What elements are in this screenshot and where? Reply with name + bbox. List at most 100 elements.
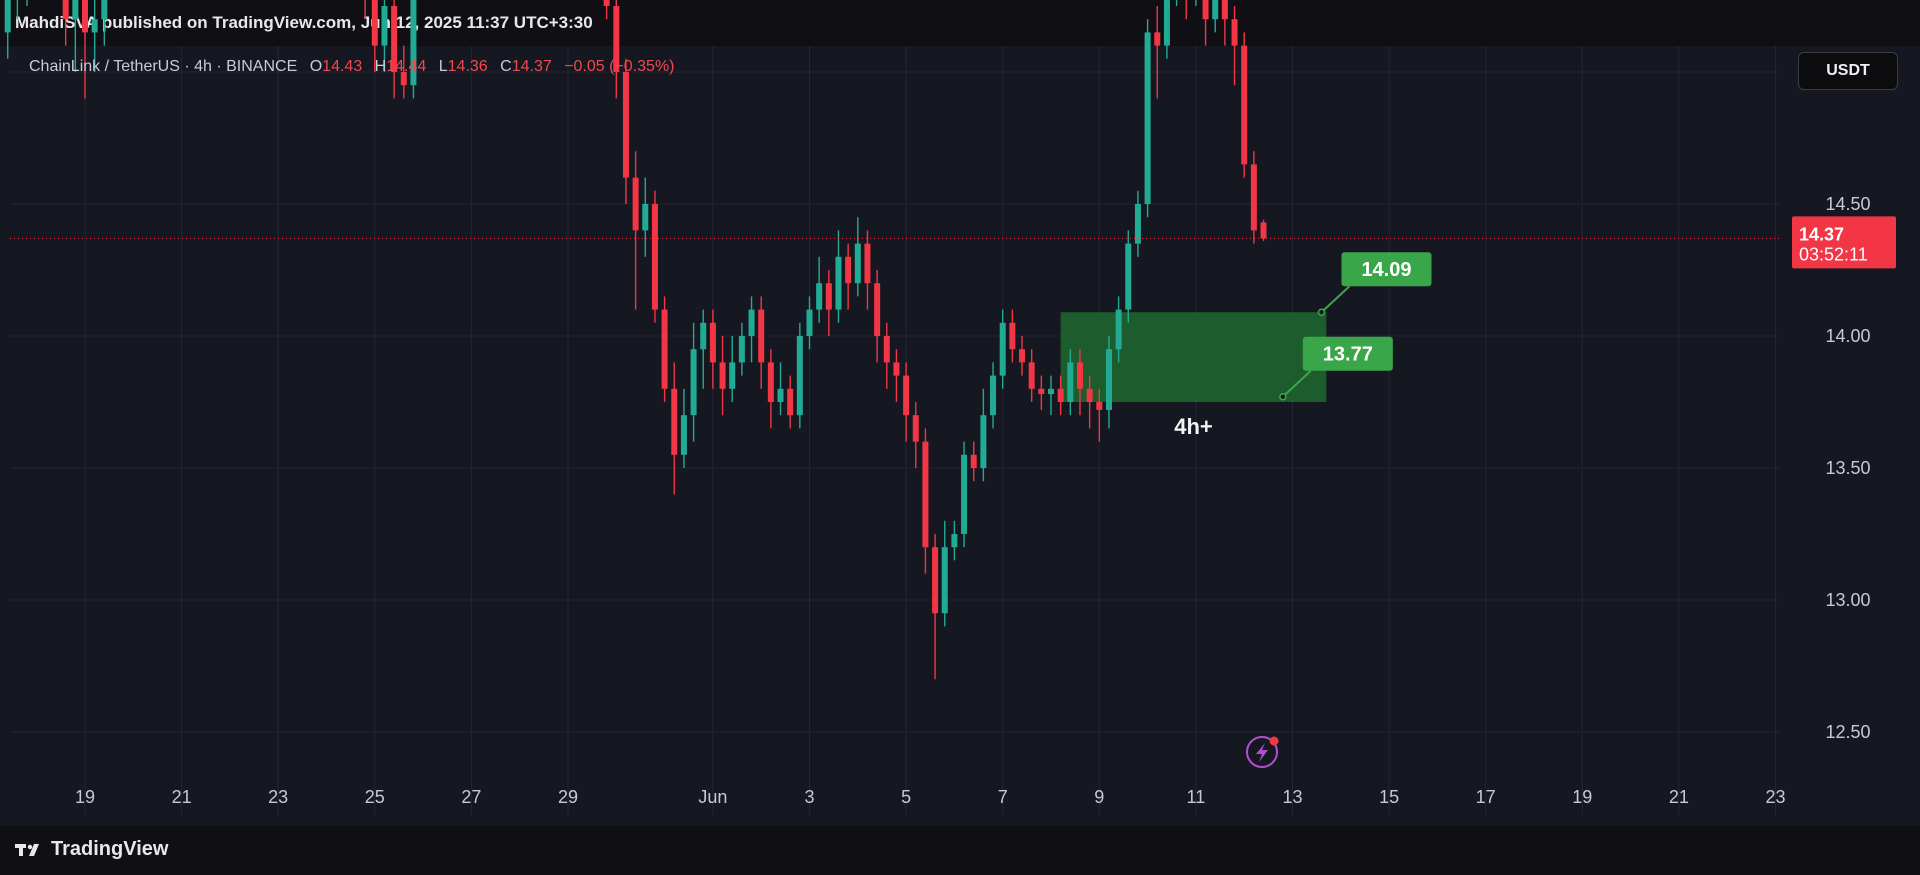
candle-down[interactable] (864, 243, 871, 284)
candle-down[interactable] (1241, 45, 1248, 165)
badge-anchor-point[interactable] (1279, 392, 1287, 401)
candle-up[interactable] (729, 362, 736, 389)
candle-down[interactable] (1096, 402, 1103, 410)
x-axis-tick-label: 25 (365, 787, 385, 807)
price-badge[interactable] (1341, 252, 1432, 287)
candle-down[interactable] (62, 0, 69, 20)
candle-down[interactable] (622, 72, 629, 178)
low-value: 14.36 (447, 58, 488, 75)
candle-down[interactable] (1028, 362, 1035, 389)
candle-up[interactable] (690, 349, 697, 416)
candle-down[interactable] (1086, 388, 1093, 402)
badge-leader-line (1282, 369, 1312, 398)
candle-down[interactable] (1250, 164, 1257, 231)
candle-up[interactable] (1105, 349, 1112, 410)
candle-down[interactable] (709, 322, 716, 363)
candle-up[interactable] (980, 415, 987, 468)
candle-down[interactable] (1231, 19, 1238, 46)
currency-button[interactable]: USDT (1798, 52, 1898, 90)
candle-down[interactable] (1057, 388, 1064, 402)
candle-down[interactable] (661, 309, 668, 389)
candle-down[interactable] (1019, 349, 1026, 363)
candle-down[interactable] (651, 204, 658, 310)
candle-down[interactable] (1038, 388, 1045, 395)
symbol-name[interactable]: ChainLink / TetherUS · 4h · BINANCE (29, 58, 298, 75)
price-badge[interactable] (1302, 336, 1393, 371)
candle-up[interactable] (1163, 0, 1170, 46)
x-axis-tick-label: 5 (901, 787, 911, 807)
y-axis-tick-label: 13.50 (1825, 458, 1870, 478)
candle-up[interactable] (680, 415, 687, 455)
candle-up[interactable] (1125, 243, 1132, 310)
candle-down[interactable] (400, 72, 407, 86)
candle-up[interactable] (941, 547, 948, 614)
candle-down[interactable] (632, 177, 639, 231)
candle-down[interactable] (893, 362, 900, 376)
candle-down[interactable] (1202, 0, 1209, 20)
candle-up[interactable] (777, 388, 784, 402)
candle-up[interactable] (1144, 32, 1151, 205)
candle-up[interactable] (700, 322, 707, 350)
candle-up[interactable] (101, 0, 108, 20)
support-zone[interactable] (1060, 312, 1327, 402)
candle-up[interactable] (999, 322, 1006, 376)
candle-up[interactable] (738, 336, 745, 363)
candle-down[interactable] (932, 547, 939, 614)
candle-down[interactable] (1260, 222, 1267, 239)
candle-up[interactable] (1212, 0, 1219, 20)
candle-down[interactable] (371, 0, 378, 46)
candle-down[interactable] (874, 283, 881, 336)
candle-up[interactable] (1134, 204, 1141, 244)
candle-down[interactable] (912, 415, 919, 442)
x-axis-tick-label: 21 (1669, 787, 1689, 807)
candle-down[interactable] (82, 0, 88, 33)
candle-down[interactable] (1221, 0, 1228, 20)
candle-down[interactable] (758, 309, 765, 363)
candle-up[interactable] (72, 0, 79, 20)
candle-down[interactable] (903, 375, 910, 416)
candle-up[interactable] (4, 0, 11, 33)
candle-down[interactable] (391, 6, 398, 72)
candle-down[interactable] (671, 388, 678, 455)
candle-up[interactable] (961, 454, 968, 534)
candle-up[interactable] (796, 336, 803, 416)
candle-down[interactable] (787, 388, 794, 416)
candle-up[interactable] (642, 204, 649, 231)
candle-up[interactable] (381, 6, 388, 46)
lightning-icon[interactable] (1246, 736, 1279, 768)
candle-up[interactable] (951, 534, 958, 548)
support-zone-label: 4h+ (1174, 414, 1213, 439)
candle-up[interactable] (91, 19, 98, 33)
candle-up[interactable] (835, 256, 842, 310)
candle-down[interactable] (922, 441, 929, 548)
candle-up[interactable] (806, 309, 813, 336)
candle-up[interactable] (990, 375, 997, 416)
candle-down[interactable] (603, 0, 610, 6)
candle-down[interactable] (845, 256, 852, 284)
chart-panel[interactable] (0, 46, 1920, 826)
x-axis-tick-label: 11 (1187, 787, 1206, 807)
candle-up[interactable] (748, 309, 755, 336)
candle-down[interactable] (719, 362, 726, 389)
candle-up[interactable] (854, 243, 861, 284)
candle-up[interactable] (1048, 388, 1054, 395)
candle-down[interactable] (1009, 322, 1016, 350)
candle-up[interactable] (410, 0, 417, 86)
candle-down[interactable] (1076, 362, 1083, 389)
price-badge-label: 13.77 (1323, 344, 1373, 366)
candle-down[interactable] (883, 336, 890, 363)
candle-up[interactable] (1067, 362, 1074, 402)
candle-down[interactable] (767, 362, 774, 402)
x-axis-tick-label: 21 (172, 787, 192, 807)
candle-down[interactable] (1154, 32, 1161, 46)
candle-up[interactable] (1115, 309, 1122, 350)
badge-anchor-point[interactable] (1317, 308, 1326, 316)
candle-down[interactable] (970, 454, 977, 468)
candle-up[interactable] (816, 283, 823, 310)
high-value: 14.44 (386, 58, 427, 75)
candle-down[interactable] (613, 6, 620, 72)
candle-down[interactable] (825, 283, 832, 310)
open-value: 14.43 (322, 58, 363, 75)
tradingview-brand[interactable]: TradingView (15, 838, 168, 861)
